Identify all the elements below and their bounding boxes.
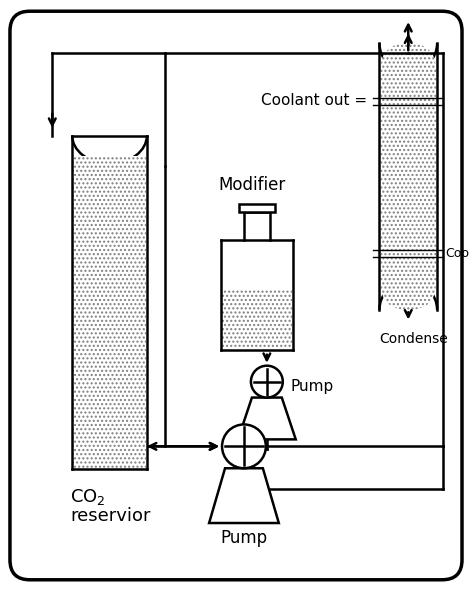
- Bar: [239, 204, 275, 212]
- Text: Modifier: Modifier: [219, 177, 285, 194]
- Bar: [73, 155, 146, 469]
- Circle shape: [251, 366, 283, 398]
- FancyBboxPatch shape: [10, 11, 462, 580]
- Text: Pump: Pump: [220, 529, 267, 547]
- Text: Coolant out =: Coolant out =: [261, 93, 367, 108]
- Text: Condense: Condense: [379, 332, 447, 346]
- Polygon shape: [238, 398, 296, 439]
- Text: reservior: reservior: [70, 507, 151, 525]
- Polygon shape: [209, 468, 279, 523]
- FancyBboxPatch shape: [380, 43, 436, 310]
- Circle shape: [222, 424, 266, 468]
- Text: Pump: Pump: [291, 379, 334, 394]
- Text: CO$_2$: CO$_2$: [70, 487, 106, 507]
- Bar: [222, 290, 292, 349]
- Text: Coo: Coo: [445, 246, 469, 259]
